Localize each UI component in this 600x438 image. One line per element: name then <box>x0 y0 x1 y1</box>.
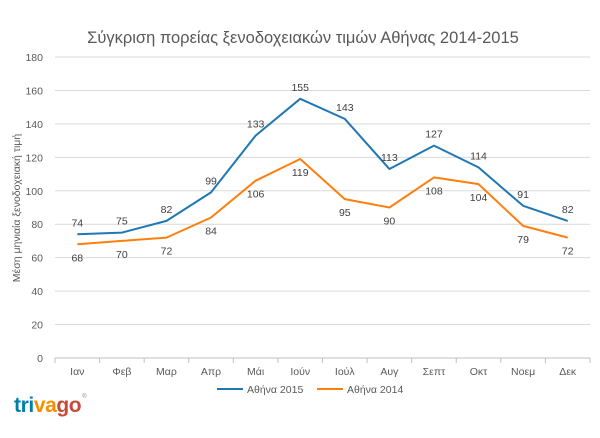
series-line-2 <box>77 158 568 246</box>
data-label: 72 <box>562 246 574 258</box>
logo-part-3: go <box>56 394 82 417</box>
data-label: 106 <box>247 189 265 201</box>
data-label: 95 <box>339 207 351 219</box>
data-label: 70 <box>116 249 128 261</box>
x-tick-label: Αυγ <box>380 366 399 378</box>
data-label: 155 <box>291 82 309 94</box>
x-tick-label: Ιούλ <box>335 366 355 378</box>
x-tick-label: Σεπτ <box>423 366 446 378</box>
data-label: 84 <box>205 226 217 238</box>
data-label: 133 <box>247 119 265 131</box>
y-axis-label: Μέση μηνιαία ξενοδοχειακή τιμή <box>11 134 23 283</box>
series-line-1 <box>77 97 569 236</box>
data-label: 113 <box>381 152 398 164</box>
data-label: 79 <box>517 234 529 246</box>
logo-registered-mark: ® <box>82 394 87 400</box>
x-tick-label: Δεκ <box>559 366 577 378</box>
data-label: 108 <box>425 185 443 197</box>
data-label: 99 <box>205 175 217 187</box>
data-label: 90 <box>384 216 396 228</box>
y-tick-label: 180 <box>25 52 43 64</box>
y-tick-label: 60 <box>31 253 43 265</box>
y-tick-label: 140 <box>25 119 43 131</box>
y-tick-label: 20 <box>31 320 43 332</box>
chart-title: Σύγκριση πορείας ξενοδοχειακών τιμών Αθή… <box>87 29 519 47</box>
x-tick-label: Μαρ <box>156 366 177 378</box>
y-tick-label: 120 <box>25 152 43 164</box>
y-tick-label: 80 <box>31 219 43 231</box>
legend-label: Αθήνα 2015 <box>247 384 303 396</box>
data-label: 74 <box>71 217 83 229</box>
x-tick-label: Μάι <box>247 366 265 378</box>
x-tick-label: Ιούν <box>290 366 310 378</box>
data-label: 91 <box>517 189 529 201</box>
data-label: 114 <box>470 150 487 162</box>
data-label: 82 <box>562 204 574 216</box>
x-tick-label: Ιαν <box>70 366 84 378</box>
data-label: 72 <box>161 246 173 258</box>
y-tick-label: 0 <box>37 353 43 365</box>
trivago-logo: trivago® <box>14 394 87 418</box>
logo-part-2: va <box>33 394 57 417</box>
x-tick-labels: Ιαν Φεβ Μαρ Απρ Μάι Ιούν Ιούλ Αυγ Σεπτ Οκτ Νοεμ Δεκ <box>54 358 591 378</box>
data-label: 104 <box>470 192 488 204</box>
y-tick-labels: 0 20 40 60 80 100 120 140 160 180 <box>25 52 43 365</box>
legend-label: Αθήνα 2014 <box>347 384 403 396</box>
y-tick-label: 100 <box>25 186 43 198</box>
logo-part-1: tri <box>14 394 34 417</box>
data-label: 127 <box>425 129 443 141</box>
x-tick-label: Φεβ <box>112 366 131 378</box>
gridlines <box>55 56 590 359</box>
data-label: 119 <box>292 167 309 179</box>
x-tick-label: Νοεμ <box>511 366 535 378</box>
data-label: 75 <box>116 216 128 228</box>
data-label: 143 <box>336 102 354 114</box>
y-tick-label: 40 <box>31 286 43 298</box>
series-lines <box>77 97 569 246</box>
data-label: 68 <box>71 252 83 264</box>
x-tick-label: Απρ <box>201 366 221 378</box>
legend: Αθήνα 2015 Αθήνα 2014 <box>217 384 403 396</box>
data-labels: 74 75 82 99 133 155 143 113 127 114 91 82 68 70 72 84 10… <box>71 82 573 264</box>
x-tick-label: Οκτ <box>470 366 488 378</box>
y-tick-label: 160 <box>25 85 43 97</box>
data-label: 82 <box>161 204 173 216</box>
